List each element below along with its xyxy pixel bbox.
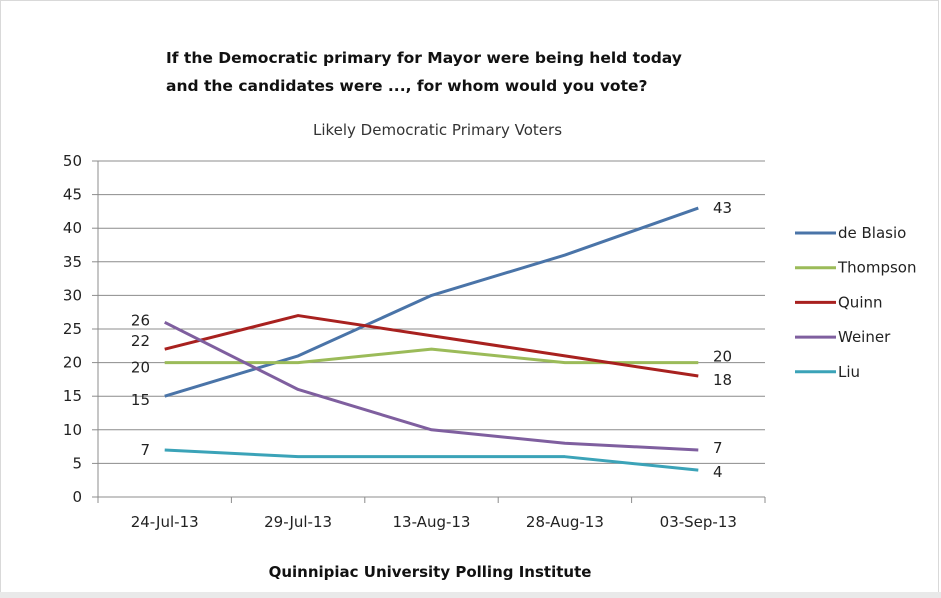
data-label-end: 4 <box>713 463 723 481</box>
data-label-end: 18 <box>713 371 732 389</box>
chart-title: If the Democratic primary for Mayor were… <box>166 44 682 100</box>
y-tick-label: 40 <box>63 219 82 237</box>
legend-label: Quinn <box>838 293 883 311</box>
legend-label: Liu <box>838 363 860 381</box>
y-tick-label: 15 <box>63 387 82 405</box>
data-label-start: 20 <box>131 359 150 377</box>
y-tick-label: 50 <box>63 152 82 170</box>
chart-subtitle: Likely Democratic Primary Voters <box>312 121 563 139</box>
data-label-start: 22 <box>131 332 150 350</box>
x-tick-label: 28-Aug-13 <box>526 513 604 531</box>
legend-label: Weiner <box>838 328 891 346</box>
data-label-end: 43 <box>713 199 732 217</box>
series-line <box>164 206 699 398</box>
y-tick-label: 25 <box>63 320 82 338</box>
chart-title-line-2: and the candidates were ..., for whom wo… <box>166 77 648 95</box>
legend-label: Thompson <box>837 259 916 277</box>
window-bottom-strip <box>0 592 941 598</box>
y-tick-label: 45 <box>63 186 82 204</box>
series-line <box>164 314 699 378</box>
series-line <box>164 347 699 365</box>
x-tick-label: 29-Jul-13 <box>264 513 332 531</box>
y-tick-label: 10 <box>63 421 82 439</box>
legend-label: de Blasio <box>838 224 906 242</box>
chart-source: Quinnipiac University Polling Institute <box>268 563 592 581</box>
y-tick-label: 20 <box>63 354 82 372</box>
data-label-end: 20 <box>713 348 732 366</box>
data-label-start: 15 <box>131 391 150 409</box>
series-line <box>164 448 699 472</box>
y-tick-label: 0 <box>72 488 82 506</box>
chart-title-line-1: If the Democratic primary for Mayor were… <box>166 49 682 67</box>
x-tick-label: 24-Jul-13 <box>131 513 199 531</box>
y-tick-label: 35 <box>63 253 82 271</box>
y-tick-label: 30 <box>63 286 82 304</box>
y-tick-label: 5 <box>72 454 82 472</box>
series-line <box>164 320 699 452</box>
data-label-start: 7 <box>140 441 150 459</box>
data-label-start: 26 <box>131 311 150 329</box>
x-tick-label: 13-Aug-13 <box>393 513 471 531</box>
data-label-end: 7 <box>713 439 723 457</box>
x-tick-label: 03-Sep-13 <box>660 513 737 531</box>
